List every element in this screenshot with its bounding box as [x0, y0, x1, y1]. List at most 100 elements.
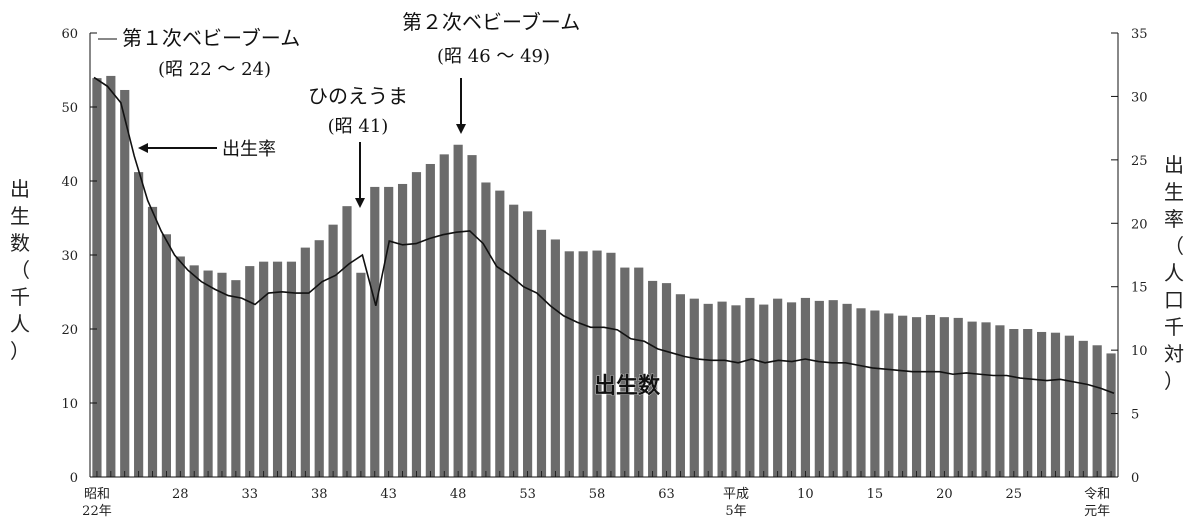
birth-count-bar [828, 300, 838, 477]
birth-count-bar [870, 310, 880, 477]
x-tick-label: 令和 [1084, 487, 1110, 502]
birth-count-bar [606, 252, 616, 477]
birth-count-bar [106, 75, 116, 478]
birth-count-bar [731, 305, 741, 477]
birth-count-bar [786, 302, 797, 477]
birth-count-bar [286, 261, 297, 477]
birth-count-bar [92, 78, 102, 477]
birth-count-bar [134, 172, 144, 477]
birth-count-bars [92, 75, 1116, 478]
birth-count-bar [661, 283, 672, 477]
birth-count-bar [231, 280, 241, 477]
y-right-axis-label: 出生率（人口千対） [1164, 153, 1184, 393]
birth-count-bar [953, 317, 963, 477]
birth-count-bar [856, 308, 866, 477]
x-tick-label: 5年 [725, 504, 746, 519]
birth-count-bar [439, 154, 449, 478]
x-tick-label: 58 [589, 487, 606, 502]
birth-count-bar [981, 322, 991, 477]
birth-rate-series [93, 76, 1115, 395]
y-right-tick-label: 35 [1131, 27, 1148, 42]
birth-count-bar [161, 234, 171, 477]
birth-count-bar [272, 261, 283, 477]
x-tick-label: 25 [1006, 487, 1023, 502]
birth-count-bar [814, 300, 824, 477]
y-left-tick-label: 60 [61, 27, 78, 42]
x-tick-label: 平成 [723, 487, 749, 502]
birth-count-bar [1078, 340, 1088, 477]
birth-count-bar [689, 298, 699, 477]
birth-count-bar [898, 315, 908, 477]
birth-count-bar [397, 183, 408, 477]
birth-count-bar [120, 89, 130, 477]
axes: 0 10 20 30 40 50 60 0 5 10 15 20 25 30 35 昭和 22年 28 33 38 43… [61, 27, 1147, 519]
y-right-tick-label: 0 [1131, 471, 1139, 486]
y-left-tick-label: 40 [61, 175, 78, 190]
x-tick-label: 63 [658, 487, 675, 502]
birth-count-bar [842, 303, 852, 477]
hinoe-year: (昭 41) [328, 116, 389, 137]
boom2-years: (昭 46 ～ 49) [437, 46, 550, 67]
birth-count-bar [370, 186, 380, 478]
birth-rate-line [93, 76, 1115, 395]
x-tick-label: 22年 [82, 504, 112, 519]
hinoe-label: ひのえうま [308, 84, 408, 108]
birth-count-bar [1009, 329, 1019, 477]
birth-count-bar [1050, 332, 1061, 477]
x-tick-label: 28 [172, 487, 189, 502]
birth-count-bar [564, 251, 574, 477]
x-tick-label: 48 [450, 487, 467, 502]
birth-count-bar [925, 314, 936, 477]
x-tick-label: 20 [936, 487, 953, 502]
birth-count-bar [314, 240, 324, 477]
birth-count-bar [703, 303, 713, 477]
y-right-tick-label: 20 [1131, 217, 1148, 232]
birth-count-bar [759, 304, 769, 477]
births-label: 出生数 [594, 373, 661, 399]
birth-count-bar [1106, 353, 1116, 477]
birth-count-bar [425, 163, 435, 478]
birth-count-bar [773, 298, 783, 477]
y-left-tick-label: 10 [61, 397, 78, 412]
birth-count-bar [217, 272, 227, 477]
birth-count-bar [495, 190, 505, 477]
y-right-tick-label: 15 [1131, 281, 1148, 296]
birth-count-bar [717, 301, 727, 477]
birth-count-bar [175, 256, 185, 477]
birth-count-bar [634, 267, 644, 477]
rate-label: 出生率 [222, 139, 276, 160]
y-left-tick-label: 20 [61, 323, 78, 338]
x-tick-label: 元年 [1084, 504, 1110, 519]
birth-count-bar [1023, 329, 1033, 477]
birth-count-bar [800, 297, 811, 477]
y-left-tick-label: 50 [61, 101, 78, 116]
y-left-axis-label: 出生数（千人） [10, 177, 30, 363]
birth-count-bar [189, 265, 199, 477]
x-tick-label: 昭和 [84, 487, 110, 502]
y-right-tick-label: 10 [1131, 344, 1148, 359]
birth-count-bar [995, 325, 1005, 477]
birth-count-bar [967, 321, 977, 477]
birth-count-bar [467, 155, 477, 477]
birth-count-bar [356, 272, 366, 477]
annotations: 第１次ベビーブーム (昭 22 ～ 24) ひのえうま (昭 41) 第２次ベビーブーム… [98, 10, 661, 399]
birth-count-bar [911, 317, 922, 477]
y-right-tick-label: 25 [1131, 154, 1148, 169]
birth-count-bar [1037, 331, 1047, 477]
birth-count-bar [578, 251, 588, 477]
birth-count-bar [384, 186, 394, 478]
x-tick-label: 43 [380, 487, 397, 502]
birth-count-bar [1064, 335, 1074, 477]
birth-count-bar [509, 204, 519, 477]
birth-count-bar [550, 239, 560, 477]
x-tick-label: 15 [867, 487, 884, 502]
birth-count-bar [453, 144, 463, 478]
y-right-tick-label: 5 [1131, 408, 1139, 423]
birth-count-bar [884, 313, 894, 477]
birth-count-bar [328, 224, 338, 477]
birth-count-bar [592, 250, 602, 477]
birth-count-bar [481, 182, 491, 478]
x-tick-label: 38 [311, 487, 328, 502]
birth-count-bar [259, 261, 269, 477]
